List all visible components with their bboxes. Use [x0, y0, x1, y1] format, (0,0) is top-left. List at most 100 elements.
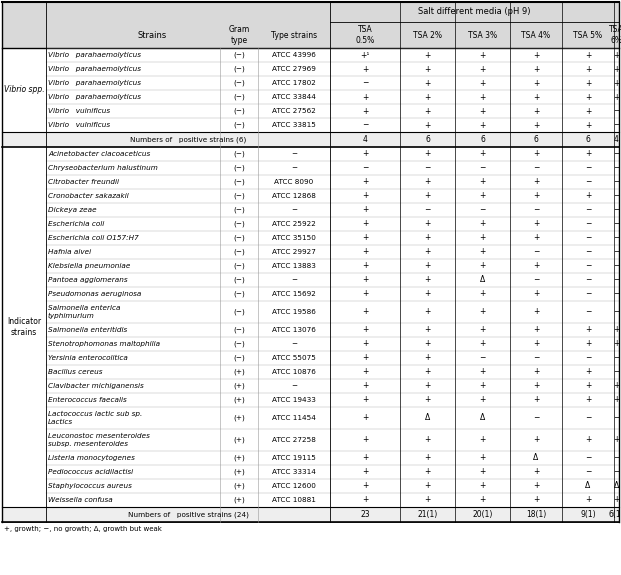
Text: Cronobacter sakazakii: Cronobacter sakazakii — [48, 193, 129, 199]
Text: Vibrio   parahaemolyticus: Vibrio parahaemolyticus — [48, 80, 141, 86]
Text: +: + — [479, 367, 486, 377]
Text: Lactics: Lactics — [48, 419, 73, 425]
Text: (−): (−) — [233, 193, 245, 200]
Bar — [2, 507, 619, 522]
Text: +: + — [533, 191, 539, 201]
Text: +: + — [533, 233, 539, 243]
Text: +: + — [533, 150, 539, 159]
Text: ATCC 13076: ATCC 13076 — [272, 327, 316, 333]
Text: ATCC 8090: ATCC 8090 — [274, 179, 314, 185]
Text: −: − — [614, 367, 620, 377]
Text: Acinetobacter clacoaceticus: Acinetobacter clacoaceticus — [48, 151, 150, 157]
Text: −: − — [291, 165, 297, 171]
Text: (+): (+) — [233, 383, 245, 389]
Text: +: + — [614, 496, 620, 504]
Text: +: + — [614, 339, 620, 348]
Text: −: − — [585, 220, 591, 228]
Text: +: + — [424, 467, 431, 477]
Bar — [2, 2, 619, 22]
Text: ATCC 27969: ATCC 27969 — [272, 66, 316, 72]
Text: (−): (−) — [233, 341, 245, 347]
Text: Salt different media (pH 9): Salt different media (pH 9) — [419, 7, 531, 17]
Text: ATCC 11454: ATCC 11454 — [272, 415, 316, 421]
Text: (−): (−) — [233, 52, 245, 58]
Text: +: + — [424, 220, 431, 228]
Text: Chryseobacterium halustinum: Chryseobacterium halustinum — [48, 165, 158, 171]
Text: 6: 6 — [533, 135, 538, 144]
Text: +: + — [585, 367, 591, 377]
Text: −: − — [479, 354, 486, 362]
Text: ATCC 29927: ATCC 29927 — [272, 249, 316, 255]
Text: −: − — [291, 277, 297, 283]
Text: +: + — [362, 325, 368, 335]
Text: (−): (−) — [233, 122, 245, 128]
Text: +: + — [533, 106, 539, 116]
Text: +: + — [479, 51, 486, 59]
Text: +: + — [479, 435, 486, 444]
Text: +: + — [479, 191, 486, 201]
Text: +: + — [424, 262, 431, 270]
Text: +: + — [614, 79, 620, 87]
Text: +: + — [362, 435, 368, 444]
Text: +: + — [424, 247, 431, 256]
Text: +: + — [424, 454, 431, 462]
Text: Numbers of   positive strains (24): Numbers of positive strains (24) — [127, 511, 248, 518]
Text: Weissella confusa: Weissella confusa — [48, 497, 113, 503]
Text: +: + — [362, 220, 368, 228]
Text: ATCC 19586: ATCC 19586 — [272, 309, 316, 315]
Text: +: + — [424, 396, 431, 404]
Text: +: + — [479, 339, 486, 348]
Text: +: + — [362, 396, 368, 404]
Text: −: − — [614, 354, 620, 362]
Text: +: + — [362, 454, 368, 462]
Text: +: + — [614, 381, 620, 390]
Text: +: + — [533, 381, 539, 390]
Text: 6(1): 6(1) — [609, 510, 621, 519]
Text: (+): (+) — [233, 469, 245, 476]
Text: −: − — [614, 233, 620, 243]
Text: +: + — [585, 496, 591, 504]
Text: 18(1): 18(1) — [526, 510, 546, 519]
Text: ATCC 12868: ATCC 12868 — [272, 193, 316, 199]
Text: −: − — [362, 121, 368, 129]
Text: +, growth; −, no growth; Δ, growth but weak: +, growth; −, no growth; Δ, growth but w… — [4, 526, 162, 532]
Text: −: − — [479, 163, 486, 172]
Text: +: + — [362, 106, 368, 116]
Text: +: + — [424, 435, 431, 444]
Text: (−): (−) — [233, 277, 245, 283]
Text: +: + — [424, 496, 431, 504]
Text: −: − — [614, 413, 620, 423]
Text: +: + — [614, 51, 620, 59]
Text: (−): (−) — [233, 80, 245, 86]
Text: (−): (−) — [233, 263, 245, 269]
Text: −: − — [614, 178, 620, 186]
Text: Δ: Δ — [425, 413, 430, 423]
Text: −: − — [585, 205, 591, 214]
Text: +: + — [362, 289, 368, 298]
Text: 20(1): 20(1) — [473, 510, 492, 519]
Text: +: + — [585, 339, 591, 348]
Text: −: − — [362, 79, 368, 87]
Text: −: − — [533, 247, 539, 256]
Text: (−): (−) — [233, 207, 245, 213]
Text: +: + — [533, 64, 539, 74]
Text: Pantoea agglomerans: Pantoea agglomerans — [48, 277, 128, 283]
Text: +: + — [424, 64, 431, 74]
Text: ATCC 33815: ATCC 33815 — [272, 122, 316, 128]
Text: +: + — [362, 191, 368, 201]
Text: (−): (−) — [233, 165, 245, 171]
Text: −: − — [585, 354, 591, 362]
Text: +: + — [585, 381, 591, 390]
Text: −: − — [585, 178, 591, 186]
Text: Clavibacter michiganensis: Clavibacter michiganensis — [48, 383, 143, 389]
Text: −: − — [614, 220, 620, 228]
Text: +: + — [424, 308, 431, 316]
Text: Salmonella enterica: Salmonella enterica — [48, 305, 120, 311]
Text: subsp. mesenteroides: subsp. mesenteroides — [48, 441, 128, 447]
Text: +: + — [362, 178, 368, 186]
Text: (+): (+) — [233, 483, 245, 489]
Text: Pseudomonas aeruginosa: Pseudomonas aeruginosa — [48, 291, 142, 297]
Text: +: + — [533, 178, 539, 186]
Bar — [2, 22, 619, 48]
Text: ATCC 27562: ATCC 27562 — [272, 108, 316, 114]
